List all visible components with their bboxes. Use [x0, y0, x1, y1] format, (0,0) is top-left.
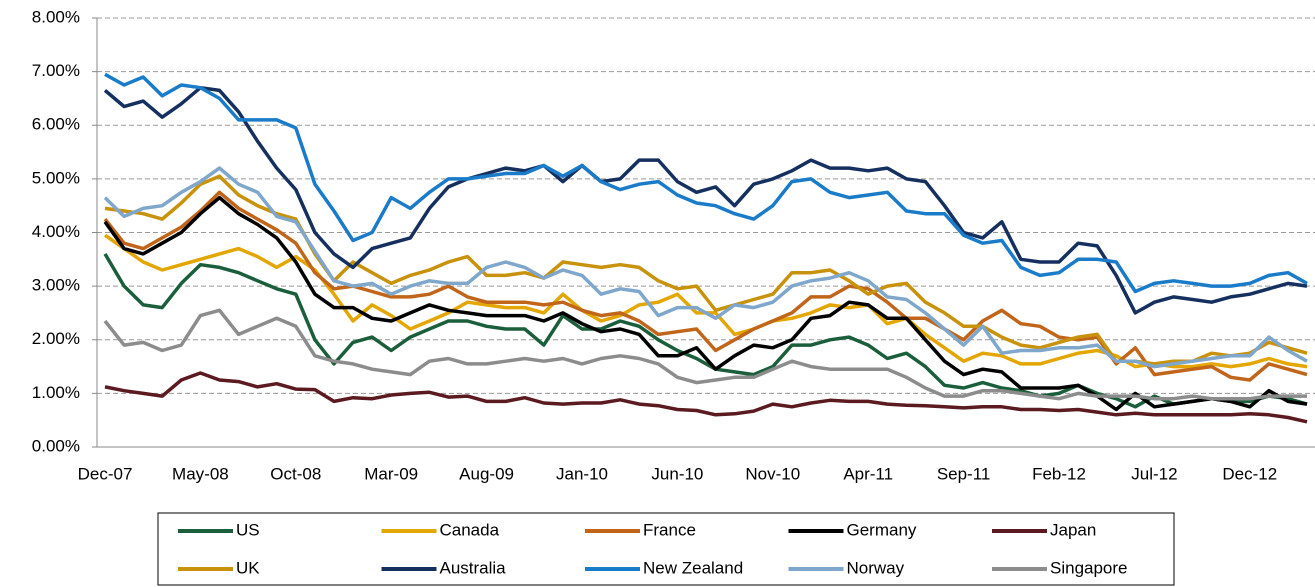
series-line — [103, 195, 1308, 412]
x-tick-label: Nov-10 — [745, 464, 800, 483]
y-tick-label: 5.00% — [32, 168, 80, 187]
y-tick-label: 7.00% — [32, 61, 80, 80]
series-line — [103, 308, 1307, 401]
y-tick-label: 3.00% — [32, 276, 80, 295]
legend-label: New Zealand — [643, 558, 743, 577]
x-tick-label: Sep-11 — [937, 464, 991, 483]
legend-label: US — [236, 520, 260, 539]
legend-label: Australia — [440, 558, 507, 577]
legend-label: Singapore — [1050, 558, 1128, 577]
legend-label: Canada — [440, 520, 500, 539]
legend-label: Japan — [1050, 520, 1096, 539]
series-line — [104, 371, 1308, 424]
legend-label: UK — [236, 558, 260, 577]
y-tick-label: 2.00% — [32, 329, 80, 348]
x-tick-label: Jan-10 — [556, 464, 608, 483]
y-tick-label: 4.00% — [32, 222, 80, 241]
y-tick-label: 0.00% — [32, 436, 80, 455]
x-tick-label: Apr-11 — [843, 464, 893, 483]
legend-label: Norway — [847, 558, 905, 577]
series-line — [103, 166, 1308, 369]
legend-label: Germany — [847, 520, 917, 539]
x-tick-label: Feb-12 — [1032, 464, 1086, 483]
series-line — [104, 72, 1308, 294]
y-tick-label: 8.00% — [32, 7, 80, 26]
x-tick-label: Oct-08 — [270, 464, 321, 483]
x-tick-label: Jun-10 — [651, 464, 703, 483]
y-tick-label: 1.00% — [32, 383, 80, 402]
x-tick-label: May-08 — [172, 464, 229, 483]
x-tick-label: Jul-12 — [1131, 464, 1177, 483]
x-tick-label: Mar-09 — [364, 464, 418, 483]
x-tick-label: Aug-09 — [459, 464, 514, 483]
x-tick-label: Dec-12 — [1222, 464, 1277, 483]
x-tick-label: Dec-07 — [78, 464, 133, 483]
legend-box — [157, 512, 1175, 586]
legend-label: France — [643, 520, 696, 539]
y-tick-label: 6.00% — [32, 115, 80, 134]
